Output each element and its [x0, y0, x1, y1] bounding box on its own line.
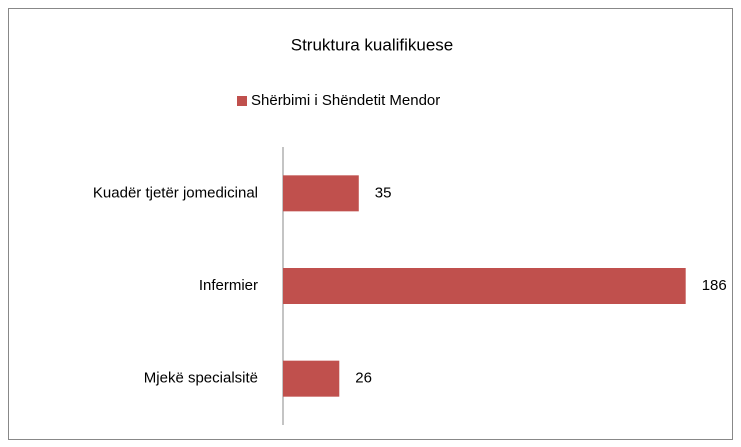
bar	[283, 175, 359, 212]
legend-label: Shërbimi i Shëndetit Mendor	[251, 92, 440, 109]
chart-border	[8, 8, 733, 440]
y-tick-label: Infermier	[199, 277, 258, 294]
chart-title: Struktura kualifikuese	[291, 35, 454, 54]
legend-swatch	[237, 96, 247, 106]
bar	[283, 268, 686, 304]
y-tick-label: Kuadër tjetër jomedicinal	[93, 184, 258, 201]
data-label: 35	[375, 184, 392, 201]
data-label: 186	[702, 277, 727, 294]
bar	[283, 360, 340, 397]
data-label: 26	[355, 370, 372, 387]
y-tick-label: Mjekë specialsitë	[144, 370, 258, 387]
